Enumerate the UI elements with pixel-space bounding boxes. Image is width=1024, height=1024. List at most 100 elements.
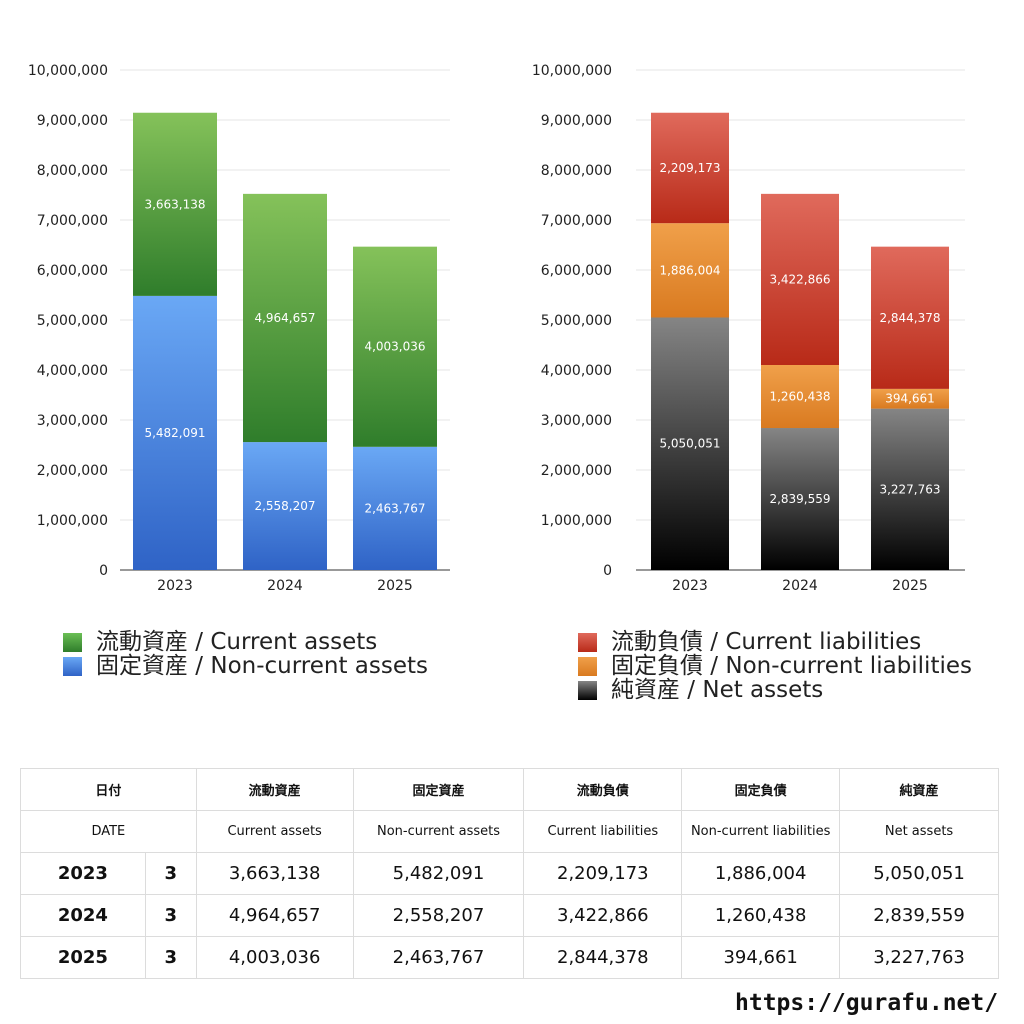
chart-area: 0 1,000,000 2,000,000 3,000,000 4,000,000 5,0… <box>28 63 965 594</box>
bar-segment <box>133 295 217 570</box>
data-label: 3,663,138 <box>144 197 205 211</box>
table-cell: 1,886,004 <box>681 852 841 895</box>
table-header-cell: 流動負債 <box>523 768 683 811</box>
bar-segment <box>353 246 437 447</box>
table-cell: 2,558,207 <box>352 894 525 937</box>
y-tick-label: 1,000,000 <box>541 513 612 529</box>
data-label: 5,050,051 <box>659 437 720 451</box>
legend-label: 固定負債 / Non-current liabilities <box>611 653 972 679</box>
legend-swatch <box>578 632 597 652</box>
table-cell: 2,463,767 <box>352 936 525 979</box>
bar-segment <box>761 365 839 429</box>
legend-label: 固定資産 / Non-current assets <box>96 653 429 679</box>
table-cell: 4,964,657 <box>195 894 354 937</box>
table-header-cell: 流動資産 <box>195 768 354 811</box>
table-header-cell: Current liabilities <box>523 810 683 853</box>
legend-label: 流動資産 / Current assets <box>96 629 378 655</box>
y-tick-label: 5,000,000 <box>37 313 108 329</box>
legend-swatch <box>578 680 597 700</box>
legend-swatch <box>63 632 82 652</box>
table-cell-year: 2023 <box>20 852 146 895</box>
table-header-row-en: DATE Current assets Non-current assets C… <box>20 810 999 853</box>
y-tick-label: 5,000,000 <box>541 313 612 329</box>
table-cell: 3,227,763 <box>839 936 999 979</box>
legend-item-current-liabilities: 流動負債 / Current liabilities <box>578 630 972 654</box>
bar-segment <box>871 246 949 389</box>
data-table: 日付 流動資産 固定資産 流動負債 固定負債 純資産 DATE Current … <box>20 768 999 979</box>
y-tick-label: 3,000,000 <box>541 413 612 429</box>
legend-item-non-current-liabilities: 固定負債 / Non-current liabilities <box>578 654 972 678</box>
table-cell: 2,844,378 <box>523 936 683 979</box>
bar-segment <box>761 428 839 570</box>
table-cell: 5,482,091 <box>352 852 525 895</box>
y-tick-label: 8,000,000 <box>37 163 108 179</box>
y-tick-label: 2,000,000 <box>541 463 612 479</box>
bar-segment <box>243 442 327 570</box>
data-label: 3,422,866 <box>769 272 830 286</box>
y-tick-label: 7,000,000 <box>37 213 108 229</box>
data-label: 394,661 <box>885 392 935 406</box>
bar-segment <box>353 446 437 570</box>
table-header-row-jp: 日付 流動資産 固定資産 流動負債 固定負債 純資産 <box>20 768 999 811</box>
table-header-cell: Non-current liabilities <box>681 810 841 853</box>
data-label: 2,844,378 <box>879 311 940 325</box>
x-tick-label: 2023 <box>672 578 708 594</box>
data-label: 1,886,004 <box>659 263 720 277</box>
data-label: 4,003,036 <box>364 340 425 354</box>
table-cell-year: 2024 <box>20 894 146 937</box>
table-cell-count: 3 <box>144 936 197 979</box>
y-tick-label: 8,000,000 <box>541 163 612 179</box>
table-header-cell: 固定資産 <box>352 768 525 811</box>
y-tick-label: 10,000,000 <box>532 63 612 79</box>
legend-left: 流動資産 / Current assets 固定資産 / Non-current… <box>63 630 428 678</box>
bar-segment <box>871 408 949 570</box>
bar-segment <box>651 223 729 318</box>
bar-segment <box>651 112 729 224</box>
x-tick-label: 2024 <box>782 578 818 594</box>
right-chart: 0 1,000,000 2,000,000 3,000,000 4,000,000 5,0… <box>532 63 965 594</box>
table-header-cell: Non-current assets <box>352 810 525 853</box>
table-header-cell: Net assets <box>839 810 999 853</box>
y-tick-label: 4,000,000 <box>37 363 108 379</box>
legend-right: 流動負債 / Current liabilities 固定負債 / Non-cu… <box>578 630 972 702</box>
data-label: 5,482,091 <box>144 426 205 440</box>
table-cell: 2,209,173 <box>523 852 683 895</box>
table-cell: 3,422,866 <box>523 894 683 937</box>
data-label: 1,260,438 <box>769 390 830 404</box>
y-tick-label: 0 <box>603 563 612 579</box>
table-row: 2025 3 4,003,036 2,463,767 2,844,378 394… <box>20 936 999 979</box>
legend-label: 純資産 / Net assets <box>611 677 824 703</box>
x-tick-label: 2025 <box>892 578 928 594</box>
footer-url[interactable]: https://gurafu.net/ <box>735 990 999 1016</box>
table-cell-year: 2025 <box>20 936 146 979</box>
left-chart: 0 1,000,000 2,000,000 3,000,000 4,000,000 5,0… <box>28 63 450 594</box>
data-label: 2,209,173 <box>659 161 720 175</box>
bar-segment <box>761 193 839 366</box>
legend-label: 流動負債 / Current liabilities <box>611 629 922 655</box>
table-header-cell: Current assets <box>195 810 354 853</box>
table-row: 2024 3 4,964,657 2,558,207 3,422,866 1,2… <box>20 894 999 937</box>
table-cell: 1,260,438 <box>681 894 841 937</box>
table-cell-count: 3 <box>144 852 197 895</box>
y-tick-label: 6,000,000 <box>37 263 108 279</box>
data-label: 4,964,657 <box>254 311 315 325</box>
table-header-cell: DATE <box>20 810 197 853</box>
y-tick-label: 6,000,000 <box>541 263 612 279</box>
x-tick-label: 2024 <box>267 578 303 594</box>
y-tick-label: 1,000,000 <box>37 513 108 529</box>
data-label: 3,227,763 <box>879 482 940 496</box>
y-tick-label: 3,000,000 <box>37 413 108 429</box>
table-header-cell: 固定負債 <box>681 768 841 811</box>
data-label: 2,839,559 <box>769 492 830 506</box>
table-cell: 394,661 <box>681 936 841 979</box>
legend-item-current-assets: 流動資産 / Current assets <box>63 630 428 654</box>
y-tick-label: 9,000,000 <box>541 113 612 129</box>
table-header-cell: 日付 <box>20 768 197 811</box>
table-cell: 2,839,559 <box>839 894 999 937</box>
y-tick-label: 0 <box>99 563 108 579</box>
y-tick-label: 7,000,000 <box>541 213 612 229</box>
x-tick-label: 2025 <box>377 578 413 594</box>
table-cell: 4,003,036 <box>195 936 354 979</box>
bar-segment <box>243 193 327 443</box>
legend-swatch <box>63 656 82 676</box>
